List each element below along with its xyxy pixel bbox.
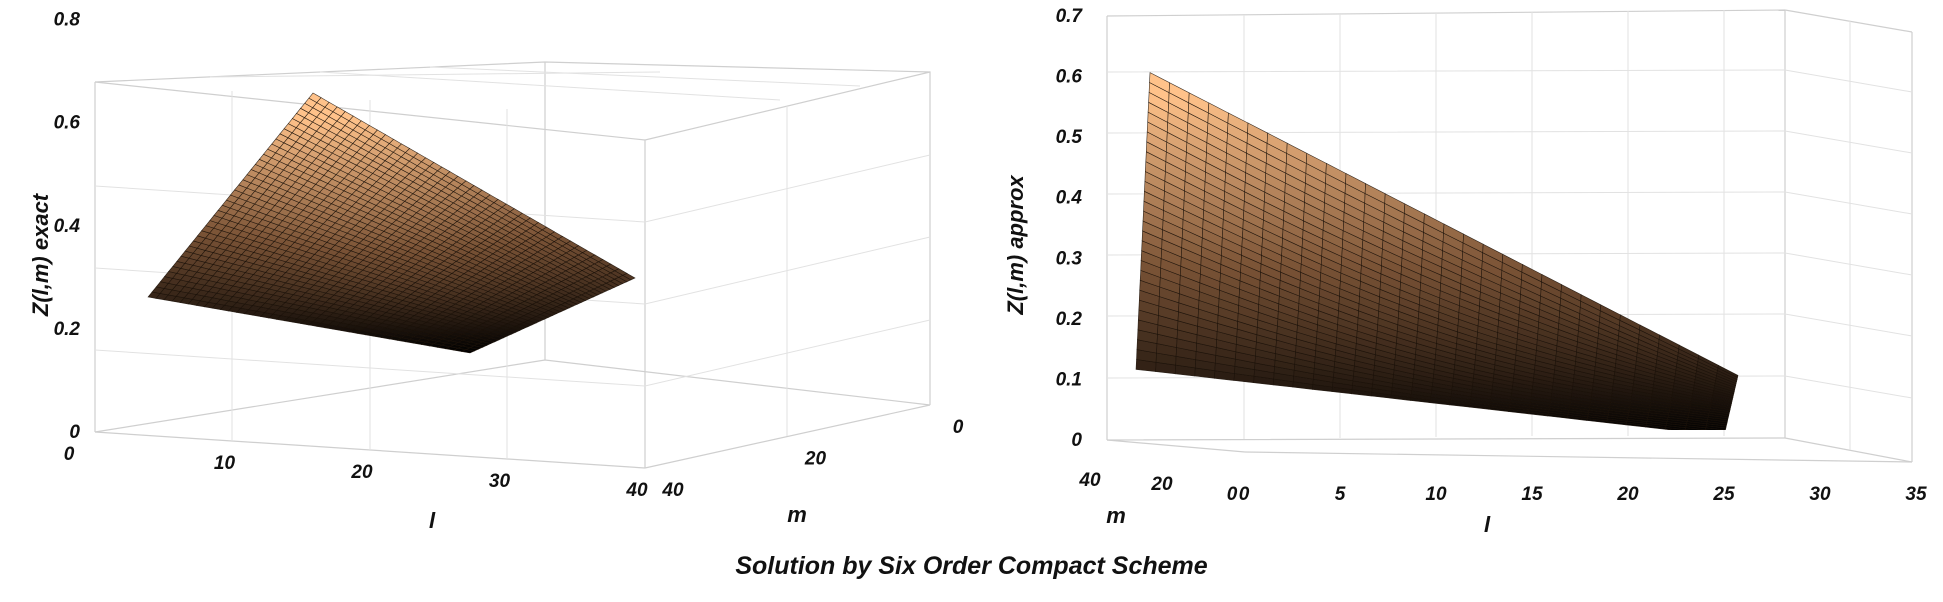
xtick-exact: 0 bbox=[64, 444, 75, 465]
xtick-exact: 20 bbox=[350, 462, 373, 483]
ztick-exact: 0.6 bbox=[54, 113, 81, 134]
ztick-exact: 0.2 bbox=[54, 319, 81, 340]
ylabel-approx: m bbox=[1106, 503, 1126, 528]
surface-exact bbox=[147, 92, 636, 354]
ztick-approx: 0 bbox=[1071, 430, 1082, 451]
surface-cell bbox=[1704, 429, 1710, 430]
xlabel-exact: l bbox=[429, 508, 436, 533]
ticks-exact: 0 0.2 0.4 0.6 0.8 0 10 20 30 40 0 20 40 bbox=[54, 10, 964, 502]
xtick-exact: 30 bbox=[489, 471, 511, 492]
ztick-approx: 0.1 bbox=[1056, 369, 1082, 390]
ztick-exact: 0 bbox=[69, 422, 80, 443]
ytick-approx: 0 bbox=[1227, 484, 1238, 505]
chart-exact: 0 0.2 0.4 0.6 0.8 0 10 20 30 40 0 20 40 Z(l,m) exact… bbox=[28, 10, 964, 534]
ztick-exact: 0.8 bbox=[54, 10, 81, 31]
ztick-approx: 0.2 bbox=[1056, 309, 1083, 330]
ytick-exact: 20 bbox=[804, 449, 827, 470]
xtick-approx: 0 bbox=[1239, 484, 1250, 505]
ztick-approx: 0.3 bbox=[1056, 248, 1083, 269]
axes-frame-approx bbox=[1106, 9, 1913, 463]
xtick-approx: 15 bbox=[1521, 484, 1543, 505]
ytick-exact: 0 bbox=[953, 417, 964, 438]
ticks-approx: 0 0.1 0.2 0.3 0.4 0.5 0.6 0.7 0 5 10 15 20 25 30 35 0 20 4… bbox=[1056, 6, 1927, 505]
xtick-exact: 40 bbox=[625, 480, 648, 501]
surface-cell bbox=[622, 273, 636, 281]
surface-cell bbox=[1717, 364, 1739, 378]
xlabel-approx: l bbox=[1484, 512, 1491, 537]
xtick-approx: 10 bbox=[1425, 484, 1447, 505]
xtick-approx: 5 bbox=[1335, 484, 1346, 505]
ztick-exact: 0.4 bbox=[54, 216, 81, 237]
ytick-approx: 40 bbox=[1078, 470, 1101, 491]
ztick-approx: 0.7 bbox=[1056, 6, 1084, 27]
chart-approx: 0 0.1 0.2 0.3 0.4 0.5 0.6 0.7 0 5 10 15 20 25 30 35 0 20 4… bbox=[1003, 6, 1927, 537]
surface-approx bbox=[1135, 72, 1739, 436]
surface-cell bbox=[1704, 432, 1724, 436]
ytick-exact: 40 bbox=[661, 480, 684, 501]
xtick-approx: 30 bbox=[1809, 484, 1831, 505]
xtick-approx: 20 bbox=[1616, 484, 1639, 505]
ztick-approx: 0.4 bbox=[1056, 188, 1083, 209]
zlabel-exact: Z(l,m) exact bbox=[28, 192, 53, 317]
zlabel-approx: Z(l,m) approx bbox=[1003, 175, 1028, 316]
ylabel-exact: m bbox=[787, 502, 807, 527]
figure-caption: Solution by Six Order Compact Scheme bbox=[735, 552, 1208, 580]
surface-cell bbox=[1684, 429, 1691, 430]
ztick-approx: 0.6 bbox=[1056, 67, 1083, 88]
xtick-approx: 35 bbox=[1905, 484, 1927, 505]
gridlines-approx bbox=[1106, 10, 1913, 450]
ytick-approx: 20 bbox=[1150, 474, 1173, 495]
ztick-approx: 0.5 bbox=[1056, 127, 1083, 148]
xtick-exact: 10 bbox=[214, 453, 236, 474]
xtick-approx: 25 bbox=[1712, 484, 1735, 505]
